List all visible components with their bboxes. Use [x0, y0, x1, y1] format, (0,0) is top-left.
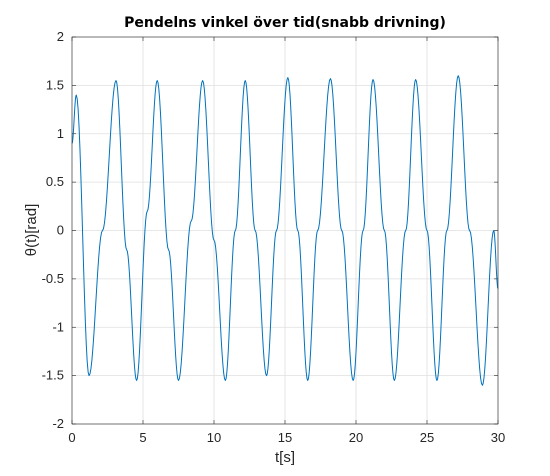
y-tick-label: -2: [52, 416, 64, 431]
y-tick-labels: -2 -1.5 -1 -0.5 0 0.5 1 1.5 2: [42, 29, 64, 431]
x-axis-label: t[s]: [275, 449, 295, 466]
y-tick-label: -1: [52, 319, 64, 334]
y-tick-label: 2: [57, 29, 64, 44]
x-tick-label: 20: [349, 430, 363, 445]
y-tick-label: 0.5: [46, 174, 64, 189]
chart-title: Pendelns vinkel över tid(snabb drivning): [124, 15, 446, 31]
axes-box: [71, 36, 499, 425]
y-tick-label: -0.5: [42, 271, 64, 286]
y-tick-label: -1.5: [42, 368, 64, 383]
series-line-1: [71, 75, 499, 386]
series-layer: [71, 75, 499, 386]
y-tick-label: 1.5: [46, 77, 64, 92]
y-tick-label: 1: [57, 126, 64, 141]
x-tick-label: 25: [420, 430, 434, 445]
x-tick-label: 15: [278, 430, 292, 445]
x-tick-label: 10: [207, 430, 221, 445]
y-tick-label: 0: [57, 223, 64, 238]
x-tick-label: 30: [491, 430, 505, 445]
x-tick-labels: 0 5 10 15 20 25 30: [68, 430, 505, 445]
x-tick-label: 0: [68, 430, 75, 445]
y-axis-label: θ(t)[rad]: [23, 204, 40, 257]
x-tick-label: 5: [139, 430, 146, 445]
